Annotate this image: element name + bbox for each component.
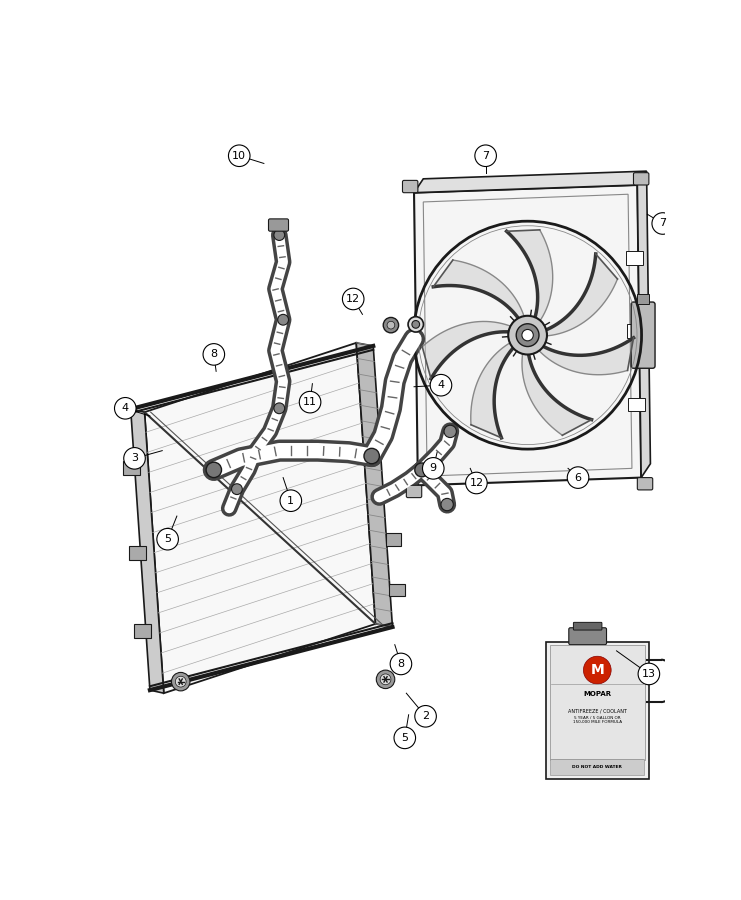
Circle shape [415, 463, 428, 477]
Circle shape [364, 448, 379, 464]
Text: 11: 11 [303, 397, 317, 407]
Text: 2: 2 [422, 711, 429, 721]
Circle shape [171, 672, 190, 691]
Circle shape [280, 490, 302, 511]
Text: 9: 9 [430, 464, 437, 473]
FancyBboxPatch shape [386, 534, 402, 545]
Polygon shape [507, 230, 553, 322]
Circle shape [387, 321, 395, 329]
Circle shape [124, 447, 145, 469]
FancyBboxPatch shape [406, 485, 422, 498]
Circle shape [383, 318, 399, 333]
Circle shape [431, 374, 452, 396]
Circle shape [299, 392, 321, 413]
Polygon shape [637, 171, 651, 478]
Circle shape [522, 329, 534, 341]
Circle shape [231, 484, 242, 494]
Text: MOPAR: MOPAR [583, 691, 611, 698]
Text: M: M [591, 663, 604, 677]
Polygon shape [522, 352, 591, 436]
Circle shape [508, 316, 547, 355]
Text: 12: 12 [469, 478, 483, 488]
Text: 13: 13 [642, 669, 656, 679]
FancyBboxPatch shape [569, 628, 607, 644]
Polygon shape [537, 338, 634, 374]
FancyBboxPatch shape [123, 462, 140, 475]
Text: DO NOT ADD WATER: DO NOT ADD WATER [572, 765, 622, 770]
Circle shape [465, 472, 487, 494]
Circle shape [274, 230, 285, 240]
Polygon shape [414, 171, 647, 193]
Text: 7: 7 [482, 150, 489, 161]
Circle shape [652, 212, 674, 234]
FancyBboxPatch shape [631, 302, 655, 368]
Text: 5: 5 [402, 733, 408, 742]
Text: 6: 6 [574, 472, 582, 482]
FancyBboxPatch shape [626, 251, 643, 266]
Text: 5: 5 [164, 535, 171, 544]
FancyBboxPatch shape [634, 173, 649, 185]
FancyBboxPatch shape [551, 760, 644, 775]
Circle shape [274, 403, 285, 414]
FancyBboxPatch shape [637, 294, 649, 303]
Text: 4: 4 [122, 403, 129, 413]
Text: 12: 12 [346, 294, 360, 304]
Text: ANTIFREEZE / COOLANT: ANTIFREEZE / COOLANT [568, 708, 627, 713]
Polygon shape [414, 185, 641, 485]
Circle shape [441, 499, 453, 510]
Circle shape [475, 145, 496, 166]
Circle shape [583, 656, 611, 684]
Circle shape [444, 425, 456, 437]
Text: 1: 1 [288, 496, 294, 506]
FancyBboxPatch shape [389, 584, 405, 597]
FancyBboxPatch shape [627, 324, 644, 338]
Circle shape [157, 528, 179, 550]
Text: 8: 8 [397, 659, 405, 669]
Polygon shape [144, 343, 376, 693]
Polygon shape [130, 410, 164, 693]
FancyBboxPatch shape [545, 642, 649, 779]
Circle shape [376, 670, 395, 688]
Text: 10: 10 [232, 150, 246, 161]
FancyBboxPatch shape [402, 180, 418, 193]
Circle shape [638, 663, 659, 685]
Circle shape [380, 674, 391, 685]
Polygon shape [433, 260, 525, 320]
Text: 8: 8 [210, 349, 217, 359]
Text: 3: 3 [131, 454, 138, 464]
Circle shape [415, 706, 436, 727]
Polygon shape [356, 343, 393, 627]
Polygon shape [471, 342, 515, 438]
Circle shape [278, 314, 288, 325]
FancyBboxPatch shape [134, 625, 151, 638]
FancyBboxPatch shape [268, 219, 288, 231]
Circle shape [408, 317, 423, 332]
Circle shape [516, 324, 539, 346]
Circle shape [342, 288, 364, 310]
FancyBboxPatch shape [574, 623, 602, 630]
Circle shape [394, 727, 416, 749]
Text: 7: 7 [659, 219, 666, 229]
FancyBboxPatch shape [129, 545, 146, 560]
Circle shape [206, 463, 222, 478]
Text: 4: 4 [437, 380, 445, 391]
Text: 5 YEAR / 5 GALLON OR
150,000 MILE FORMULA: 5 YEAR / 5 GALLON OR 150,000 MILE FORMUL… [573, 716, 622, 724]
FancyBboxPatch shape [628, 398, 645, 411]
Circle shape [422, 457, 444, 479]
FancyBboxPatch shape [637, 478, 653, 490]
Circle shape [391, 653, 412, 675]
Polygon shape [544, 254, 617, 336]
Polygon shape [422, 321, 513, 379]
Circle shape [203, 344, 225, 365]
FancyBboxPatch shape [550, 645, 645, 760]
Circle shape [115, 398, 136, 419]
Circle shape [568, 467, 589, 489]
Circle shape [176, 676, 186, 687]
Circle shape [228, 145, 250, 166]
Circle shape [412, 320, 419, 328]
